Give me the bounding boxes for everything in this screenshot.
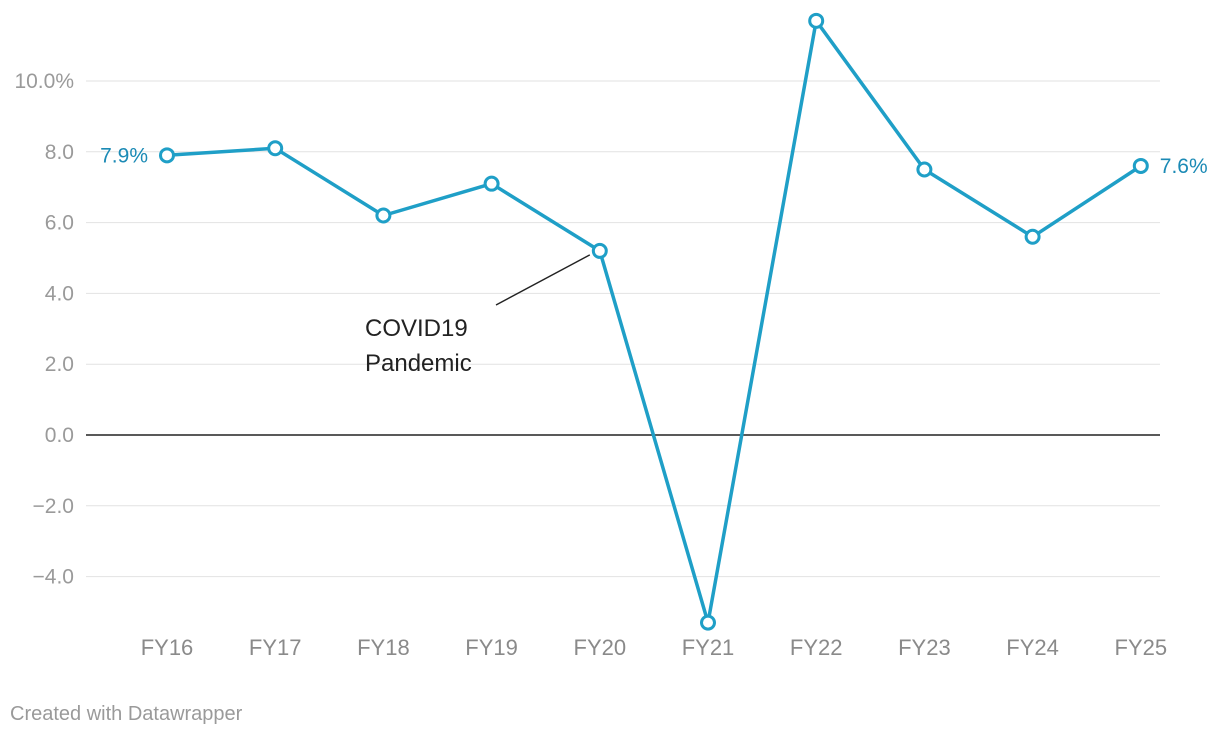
- annotation-text: COVID19: [365, 315, 468, 342]
- data-label: 7.6%: [1160, 155, 1208, 178]
- data-point: [159, 147, 175, 164]
- data-point: [700, 614, 716, 631]
- data-point: [1132, 157, 1149, 174]
- x-tick-label: FY25: [1115, 635, 1168, 660]
- series-line: [165, 19, 1143, 625]
- data-point: [483, 175, 500, 192]
- x-tick-label: FY17: [249, 635, 302, 660]
- x-tick-label: FY23: [898, 635, 951, 660]
- y-tick-label: 8.0: [45, 141, 74, 164]
- y-gridlines: [86, 80, 1160, 578]
- data-point: [1024, 228, 1041, 245]
- data-labels: 7.9% 7.6%: [100, 144, 1208, 178]
- data-point: [916, 161, 933, 178]
- x-tick-label: FY21: [682, 635, 735, 660]
- x-axis-tick-labels: FY16 FY17 FY18 FY19 FY20 FY21 FY22 FY23 FY24 FY25: [141, 635, 1167, 660]
- x-tick-label: FY18: [357, 635, 410, 660]
- annotation-group: COVID19 Pandemic: [365, 254, 591, 377]
- x-tick-label: FY20: [574, 635, 627, 660]
- y-tick-label: 0.0: [45, 424, 74, 447]
- y-tick-label: 2.0: [45, 353, 74, 376]
- x-tick-label: FY19: [465, 635, 518, 660]
- x-tick-label: FY22: [790, 635, 843, 660]
- data-point: [808, 12, 825, 29]
- credit-text: Created with Datawrapper: [10, 703, 243, 725]
- x-tick-label: FY24: [1006, 635, 1059, 660]
- y-tick-label: −2.0: [33, 495, 74, 518]
- x-tick-label: FY16: [141, 635, 194, 660]
- annotation-pointer-line: [495, 254, 591, 306]
- data-label: 7.9%: [100, 144, 148, 167]
- y-tick-label: 10.0%: [14, 70, 74, 93]
- y-axis-tick-labels: 10.0% 8.0 6.0 4.0 2.0 0.0 −2.0 −4.0: [14, 70, 74, 589]
- data-point: [591, 242, 608, 259]
- y-tick-label: 4.0: [45, 282, 74, 305]
- y-tick-label: −4.0: [33, 566, 74, 589]
- data-point: [375, 207, 392, 224]
- data-points: [159, 12, 1149, 631]
- line-chart: 10.0%8.06.04.02.00.0−2.0−4.0 FY16 FY17 FY1…: [14, 12, 1208, 660]
- annotation-text: Pandemic: [365, 350, 472, 377]
- y-tick-label: 6.0: [45, 212, 74, 235]
- data-point: [267, 140, 284, 157]
